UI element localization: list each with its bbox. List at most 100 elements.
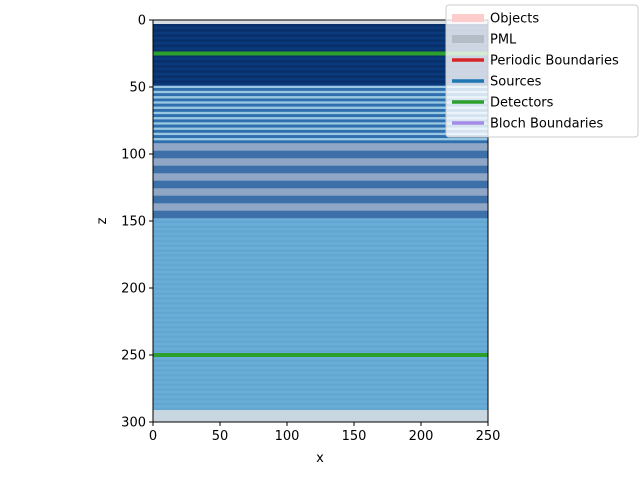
- stripe: [153, 259, 488, 262]
- stripe: [153, 29, 488, 32]
- stripe: [153, 65, 488, 68]
- legend-box: [445, 4, 639, 138]
- stripe: [153, 90, 488, 94]
- stripe: [153, 127, 488, 130]
- stripe: [153, 223, 488, 226]
- stripe: [153, 318, 488, 322]
- stripe: [153, 285, 488, 288]
- stripe: [153, 383, 488, 386]
- stripe: [153, 67, 488, 71]
- y-tick-label: 100: [121, 148, 146, 163]
- stripe: [153, 369, 488, 372]
- stripe: [153, 335, 488, 339]
- stripe: [153, 304, 488, 307]
- stripe: [153, 85, 488, 89]
- stripe: [153, 143, 488, 151]
- stripe: [153, 326, 488, 329]
- stripe: [153, 80, 488, 84]
- stripe: [153, 273, 488, 276]
- stripe: [153, 75, 488, 78]
- stripe: [153, 220, 488, 224]
- stripe: [153, 88, 488, 91]
- stripe: [153, 342, 488, 346]
- stripe: [153, 114, 488, 118]
- stripe: [153, 239, 488, 243]
- stripe: [153, 287, 488, 291]
- stripe: [153, 294, 488, 298]
- stripe: [153, 119, 488, 123]
- stripe: [153, 106, 488, 109]
- stripe: [153, 251, 488, 255]
- stripe: [153, 280, 488, 283]
- stripe: [153, 256, 488, 260]
- stripe: [153, 268, 488, 272]
- stripe: [153, 117, 488, 120]
- stripe: [153, 70, 488, 73]
- legend-label: Objects: [490, 12, 539, 27]
- stripe: [153, 36, 488, 40]
- stripe: [153, 282, 488, 286]
- stripe: [153, 261, 488, 264]
- stripe: [153, 338, 488, 341]
- stripe: [153, 111, 488, 115]
- stripe: [153, 98, 488, 102]
- stripe: [153, 140, 488, 144]
- region-pml-top: [153, 20, 488, 25]
- stripe: [153, 49, 488, 53]
- stripe: [153, 347, 488, 351]
- stripe: [153, 390, 488, 394]
- x-tick-label: 200: [409, 429, 434, 444]
- stripe: [153, 345, 488, 348]
- legend-label: PML: [490, 33, 517, 48]
- stripe: [153, 292, 488, 295]
- stripe: [153, 266, 488, 269]
- legend-label: Sources: [490, 75, 542, 90]
- y-tick-label: 300: [121, 416, 146, 431]
- stripe: [153, 254, 488, 257]
- y-tick-label: 150: [121, 215, 146, 230]
- stripe: [153, 350, 488, 353]
- y-tick-label: 250: [121, 349, 146, 364]
- stripe: [153, 31, 488, 35]
- detector-lines: [153, 51, 488, 357]
- stripe: [153, 271, 488, 274]
- plot-area: [153, 20, 488, 422]
- y-tick-label: 50: [129, 81, 146, 96]
- stripe: [153, 385, 488, 389]
- stripe: [153, 388, 488, 391]
- stripe: [153, 366, 488, 370]
- stripe: [153, 299, 488, 303]
- stripe: [153, 173, 488, 181]
- stripe: [153, 321, 488, 324]
- stripe: [153, 41, 488, 45]
- stripe: [153, 57, 488, 60]
- stripe: [153, 203, 488, 211]
- stripe: [153, 278, 488, 281]
- stripe: [153, 135, 488, 139]
- stripe: [153, 108, 488, 112]
- stripe: [153, 340, 488, 343]
- y-axis-ticks: 0 50 100 150 200 250 300: [121, 14, 153, 431]
- stripe: [153, 311, 488, 315]
- stripe: [153, 83, 488, 86]
- stripe: [153, 275, 488, 279]
- stripe: [153, 195, 488, 204]
- layer-stripes: [153, 24, 488, 410]
- stripe: [153, 376, 488, 379]
- stripe: [153, 44, 488, 48]
- stripe: [153, 400, 488, 403]
- stripe: [153, 227, 488, 231]
- stripe: [153, 359, 488, 363]
- stripe: [153, 393, 488, 396]
- stripe: [153, 62, 488, 66]
- stripe: [153, 72, 488, 76]
- stripe: [153, 362, 488, 365]
- region-pml-bottom: [153, 409, 488, 422]
- stripe: [153, 397, 488, 401]
- stripe: [153, 333, 488, 336]
- y-axis-label: z: [95, 217, 110, 224]
- stripe: [153, 374, 488, 377]
- legend-label: Detectors: [490, 96, 554, 111]
- stripe: [153, 39, 488, 42]
- stripe: [153, 96, 488, 99]
